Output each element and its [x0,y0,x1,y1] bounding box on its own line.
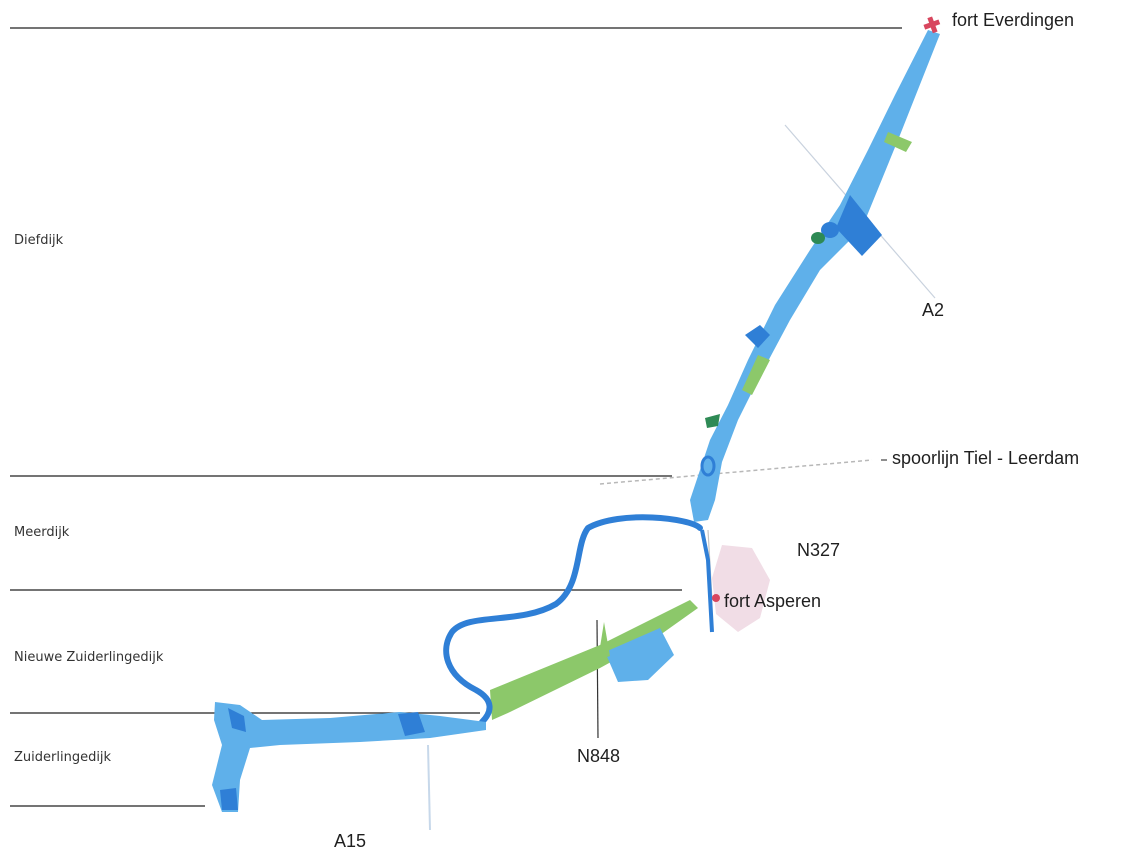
dark-green-patch-a2 [811,232,825,244]
section-label-nieuwe-zuiderlingedijk: Nieuwe Zuiderlingedijk [14,650,164,665]
wet-zone-diefdijk [690,30,940,522]
green-strip-a2 [884,132,912,152]
wet-zone-n848 [605,628,674,682]
label-n848: N848 [577,746,621,766]
section-label-meerdijk: Meerdijk [14,525,70,540]
fort-asperen-marker [712,594,720,602]
fort-everdingen-marker [923,16,941,34]
railway-line [599,459,873,485]
pond-zuiderlinge-east [398,712,425,736]
linge-river-connector [700,529,714,633]
fort-asperen-area [712,545,770,632]
wet-zone-zuiderlingedijk [212,702,486,812]
label-fort-everdingen: fort Everdingen [952,10,1075,30]
label-a15: A15 [334,831,367,851]
label-a2: A2 [922,300,945,320]
dark-green-patch-mid [705,414,720,428]
linge-river-loop [443,514,703,725]
label-fort-asperen: fort Asperen [724,591,822,611]
pond-a2 [821,222,839,238]
n848-road-line [596,619,599,739]
label-n327: N327 [797,540,841,560]
pond-zuiderlinge-west [228,708,246,732]
pond-zuiderlinge-south [220,788,238,810]
section-label-zuiderlingedijk: Zuiderlingedijk [14,750,112,765]
green-strip-mid [742,355,770,395]
wet-triangle-a2 [836,195,882,256]
a15-road-line [427,744,431,831]
railway-crossing-node [700,455,716,477]
green-polder-band [490,600,698,720]
green-notch-n848 [598,622,610,660]
section-boundaries [10,27,902,807]
label-railway: spoorlijn Tiel - Leerdam [892,448,1080,468]
pond-mid [745,325,770,348]
section-label-diefdijk: Diefdijk [14,233,64,248]
